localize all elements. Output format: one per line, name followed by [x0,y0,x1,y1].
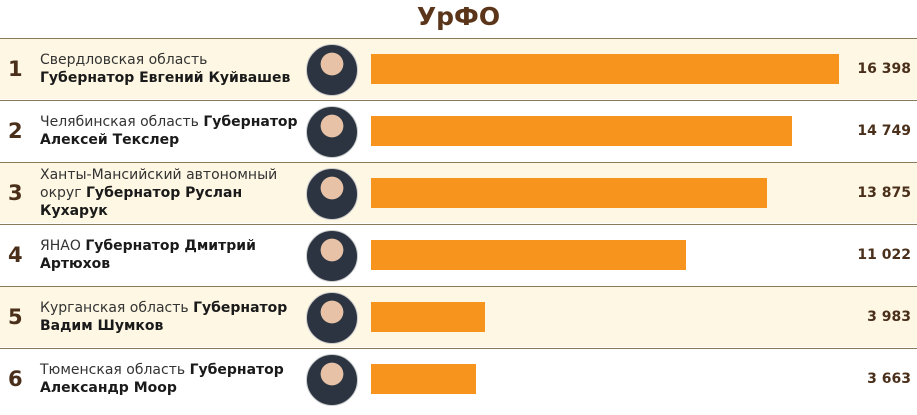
row: 6 Тюменская область Губернатор Александр … [0,348,917,409]
governor: Губернатор Дмитрий Артюхов [40,238,256,272]
label: Свердловская область Губернатор Евгений … [40,51,302,87]
row: 5 Курганская область Губернатор Вадим Шум… [0,286,917,347]
region: Свердловская область [40,52,208,68]
row: 3 Ханты-Мансийский автономный округ Губер… [0,162,917,223]
governor: Губернатор Александр Моор [40,362,284,396]
governor: Губернатор Евгений Куйвашев [40,70,291,86]
bar [371,54,839,84]
value-label: 14 749 [857,123,911,139]
photo [306,106,358,158]
bar [371,302,485,332]
value-label: 3 983 [867,309,911,325]
label: Ханты-Мансийский автономный округ Губерн… [40,166,302,220]
photo [306,168,358,220]
bar [371,116,792,146]
photo [306,230,358,282]
row: 2 Челябинская область Губернатор Алексей … [0,100,917,161]
value-label: 16 398 [857,61,911,77]
bar [371,178,767,208]
rank: 4 [8,243,23,267]
governor: Губернатор Вадим Шумков [40,300,288,334]
region: Ханты-Мансийский автономный округ [40,167,278,201]
chart-title: УрФО [416,2,501,31]
rank: 5 [8,305,23,329]
row: 4 ЯНАО Губернатор Дмитрий Артюхов 11 022 [0,224,917,285]
value-label: 11 022 [857,247,911,263]
value-label: 3 663 [867,371,911,387]
bar [371,240,686,270]
rank: 6 [8,367,23,391]
rank: 1 [8,57,23,81]
governor: Губернатор Алексей Текслер [40,114,298,148]
label: Курганская область Губернатор Вадим Шумк… [40,299,302,335]
region: Тюменская область [40,362,186,378]
photo [306,354,358,406]
value-label: 13 875 [857,185,911,201]
label: Челябинская область Губернатор Алексей Т… [40,113,302,149]
region: Челябинская область [40,114,199,130]
rank: 3 [8,181,23,205]
row: 1 Свердловская область Губернатор Евгений… [0,38,917,99]
region: Курганская область [40,300,189,316]
rank: 2 [8,119,23,143]
bar [371,364,476,394]
photo [306,292,358,344]
region: ЯНАО [40,238,81,254]
governor: Губернатор Руслан Кухарук [40,185,243,219]
photo [306,44,358,96]
label: ЯНАО Губернатор Дмитрий Артюхов [40,237,302,273]
label: Тюменская область Губернатор Александр М… [40,361,302,397]
